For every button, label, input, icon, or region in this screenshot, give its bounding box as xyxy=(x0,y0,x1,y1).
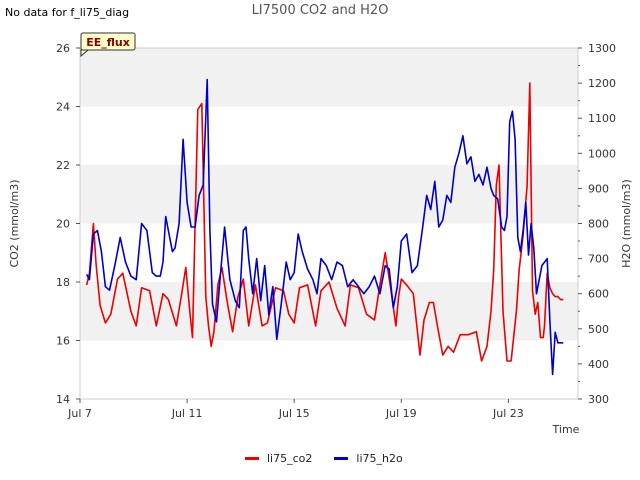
y-right-tick-label: 800 xyxy=(588,218,609,231)
x-tick-label: Jul 11 xyxy=(171,407,203,420)
legend-label-co2: li75_co2 xyxy=(267,452,313,465)
y-left-tick-label: 24 xyxy=(56,101,70,114)
y-right-tick-label: 1000 xyxy=(588,147,616,160)
y-left-axis-title: CO2 (mmol/m3) xyxy=(8,179,21,267)
y-left-tick-label: 20 xyxy=(56,218,70,231)
chart-title: LI7500 CO2 and H2O xyxy=(251,3,389,18)
y-right-tick-label: 300 xyxy=(588,393,609,406)
y-left-tick-label: 14 xyxy=(56,393,70,406)
legend-item-h2o: li75_h2o xyxy=(334,452,403,465)
x-tick-label: Jul 7 xyxy=(67,407,92,420)
x-tick-label: Jul 15 xyxy=(278,407,310,420)
grid-band xyxy=(80,282,578,341)
legend-item-co2: li75_co2 xyxy=(245,452,312,465)
x-tick-label: Jul 23 xyxy=(492,407,524,420)
y-left-tick-label: 26 xyxy=(56,42,70,55)
annotation-pointer xyxy=(80,49,90,58)
y-right-tick-label: 600 xyxy=(588,288,609,301)
y-right-axis-title: H2O (mmol/m3) xyxy=(620,179,633,268)
y-right-tick-label: 1100 xyxy=(588,112,616,125)
grid-band xyxy=(80,48,578,107)
y-left-tick-label: 18 xyxy=(56,276,70,289)
x-tick-label: Jul 19 xyxy=(385,407,417,420)
no-data-message: No data for f_li75_diag xyxy=(5,6,130,19)
y-right-tick-label: 1200 xyxy=(588,77,616,90)
y-left-tick-label: 22 xyxy=(56,159,70,172)
legend-swatch-h2o xyxy=(334,457,349,460)
legend-label-h2o: li75_h2o xyxy=(356,452,403,465)
y-right-tick-label: 400 xyxy=(588,358,609,371)
series-line-li75_co2 xyxy=(85,82,564,362)
y-right-tick-label: 700 xyxy=(588,253,609,266)
annotation-label: EE_flux xyxy=(86,36,130,49)
x-axis-title: Time xyxy=(552,423,580,436)
annotation-box xyxy=(80,32,136,51)
series-line-li75_h2o xyxy=(85,78,564,376)
y-right-tick-label: 500 xyxy=(588,323,609,336)
y-left-tick-label: 16 xyxy=(56,335,70,348)
grid-band xyxy=(80,165,578,224)
legend: li75_co2 li75_h2o xyxy=(245,452,403,465)
y-right-tick-label: 900 xyxy=(588,182,609,195)
legend-swatch-co2 xyxy=(245,457,259,460)
y-right-tick-label: 1300 xyxy=(588,42,616,55)
